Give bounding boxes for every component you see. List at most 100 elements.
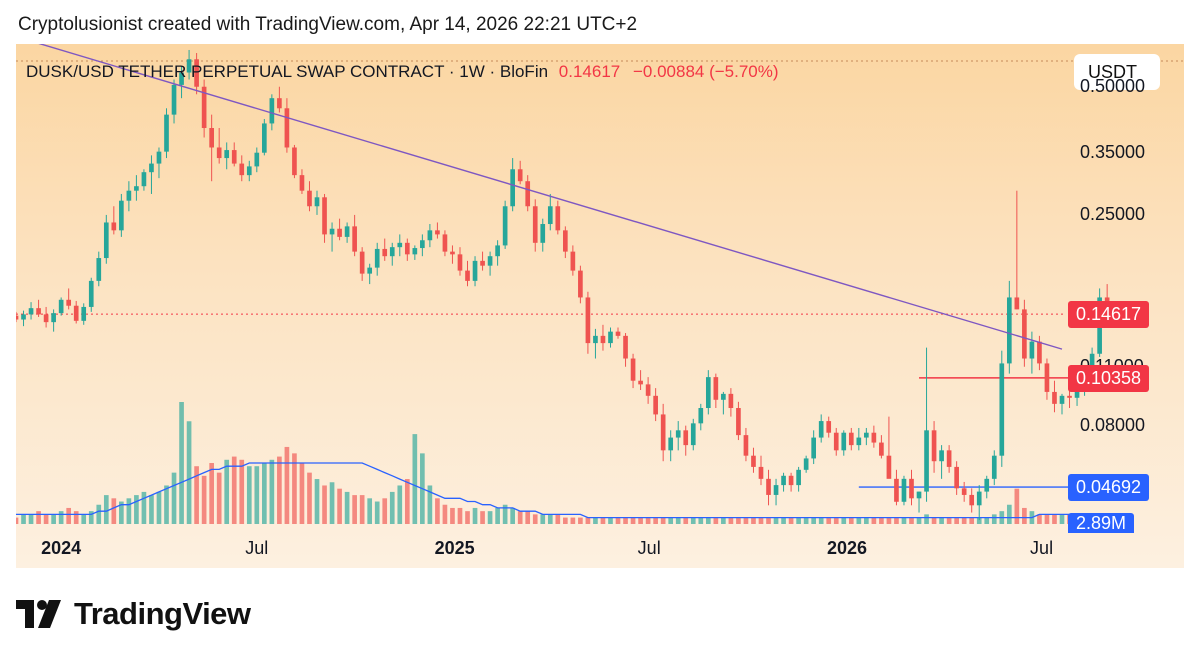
volume-bar xyxy=(660,517,666,524)
volume-bar xyxy=(88,511,94,524)
volume-bar xyxy=(758,517,764,524)
candle-body xyxy=(766,478,771,495)
volume-bar xyxy=(1052,514,1057,524)
candle-body xyxy=(886,455,892,479)
volume-bar xyxy=(119,501,124,524)
price-tag-marked-level: 0.10358 xyxy=(1068,364,1150,392)
candle-body xyxy=(36,308,41,315)
volume-bar xyxy=(984,517,990,524)
volume-bar xyxy=(73,511,79,524)
candle-body xyxy=(1006,297,1012,364)
volume-bar xyxy=(736,517,741,524)
volume-bar xyxy=(216,472,222,524)
volume-bar xyxy=(224,459,230,524)
volume-bar xyxy=(412,434,418,524)
volume-bar xyxy=(43,514,49,524)
candle-body xyxy=(525,181,531,207)
volume-bar xyxy=(201,475,207,524)
volume-bar xyxy=(540,514,546,524)
candle-body xyxy=(292,147,297,176)
volume-bar xyxy=(698,517,704,524)
volume-bar xyxy=(292,453,297,524)
candle-body xyxy=(269,98,275,124)
volume-bar xyxy=(367,498,373,524)
candle-body xyxy=(879,442,884,456)
volume-bar xyxy=(510,507,515,524)
volume-bar xyxy=(36,511,41,524)
volume-bar xyxy=(322,485,327,524)
candle-body xyxy=(864,432,869,438)
volume-bar xyxy=(81,514,87,524)
candle-body xyxy=(1014,297,1020,310)
volume-bar xyxy=(457,507,463,524)
volume-bar xyxy=(472,507,478,524)
candle-body xyxy=(495,245,500,257)
volume-bar xyxy=(803,517,809,524)
candle-body xyxy=(803,458,809,470)
volume-bar xyxy=(337,488,342,524)
volume-bar xyxy=(946,517,952,524)
volume-bar xyxy=(465,511,470,524)
volume-bar xyxy=(103,495,109,524)
candle-body xyxy=(239,163,245,176)
candle-body xyxy=(1074,391,1080,398)
candle-body xyxy=(314,197,320,207)
volume-bar xyxy=(570,517,576,524)
candle-body xyxy=(668,437,674,451)
volume-bar xyxy=(344,491,350,524)
volume-bar xyxy=(856,517,862,524)
volume-bar xyxy=(615,517,621,524)
candle-body xyxy=(961,488,967,495)
volume-bar xyxy=(21,514,26,524)
price-tick-label: 0.08000 xyxy=(1080,414,1146,435)
candle-body xyxy=(51,313,56,323)
candle-body xyxy=(615,331,621,336)
volume-bar xyxy=(487,511,493,524)
candle-body xyxy=(645,384,651,396)
candle-body xyxy=(1029,341,1035,359)
volume-bar xyxy=(1044,514,1050,524)
candle-body xyxy=(397,242,403,248)
volume-bar xyxy=(532,514,538,524)
candle-body xyxy=(126,190,132,201)
volume-bar xyxy=(721,517,726,524)
volume-bar xyxy=(547,514,553,524)
candle-body xyxy=(894,478,899,502)
candle-body xyxy=(705,377,711,409)
volume-bar xyxy=(261,463,267,524)
candle-body xyxy=(465,270,470,281)
chart-panel[interactable]: DUSK/USD TETHER PERPETUAL SWAP CONTRACT … xyxy=(16,44,1184,568)
time-tick-label: 2026 xyxy=(826,538,868,558)
volume-bar xyxy=(976,517,982,524)
volume-bar xyxy=(683,517,689,524)
volume-bar xyxy=(495,507,500,524)
volume-bar xyxy=(826,517,832,524)
volume-bar xyxy=(1014,488,1020,524)
volume-bar xyxy=(864,517,869,524)
candle-body xyxy=(517,169,523,182)
candle-body xyxy=(856,437,862,446)
candlestick-chart[interactable] xyxy=(16,44,1184,568)
volume-bar xyxy=(284,446,290,524)
volume-bar xyxy=(909,517,914,524)
candle-body xyxy=(216,147,222,159)
volume-bar xyxy=(991,514,997,524)
candle-body xyxy=(179,72,184,85)
candle-body xyxy=(871,432,877,443)
volume-bar xyxy=(1022,507,1027,524)
volume-bar xyxy=(1037,514,1042,524)
volume-bar xyxy=(563,517,568,524)
volume-bar xyxy=(66,507,72,524)
candle-body xyxy=(111,222,117,231)
candle-body xyxy=(261,123,267,153)
candle-body xyxy=(442,234,448,252)
candle-body xyxy=(73,305,79,321)
volume-bar xyxy=(382,498,388,524)
volume-bar xyxy=(352,495,357,524)
volume-bar xyxy=(16,517,19,524)
candle-body xyxy=(382,248,388,257)
candle-body xyxy=(736,408,741,436)
volume-bar xyxy=(239,459,245,524)
volume-bar xyxy=(675,517,681,524)
currency-button[interactable]: USDT xyxy=(1074,54,1160,90)
